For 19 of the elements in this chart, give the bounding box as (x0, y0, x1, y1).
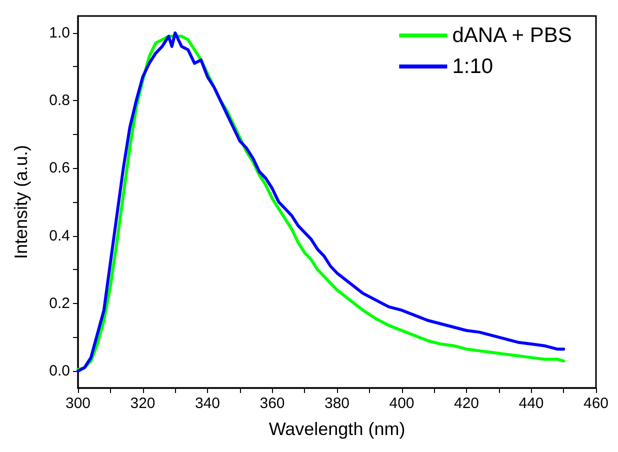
y-axis-title: Intensity (a.u.) (11, 144, 31, 260)
x-tick-label: 320 (130, 395, 156, 412)
y-tick-label: 0.0 (49, 362, 70, 380)
x-axis-title: Wavelength (nm) (268, 419, 406, 439)
x-tick-label: 400 (389, 395, 414, 412)
y-tick-label: 0.4 (49, 227, 70, 244)
y-tick-label: 1.0 (49, 24, 70, 42)
y-tick-label: 0.8 (49, 92, 70, 110)
x-tick-label: 420 (454, 395, 480, 412)
legend-label: 1:10 (452, 55, 494, 78)
y-tick-label: 0.2 (49, 294, 70, 312)
x-tick-label: 360 (260, 395, 285, 412)
x-tick-label: 300 (65, 395, 91, 412)
legend-label: dANA + PBS (452, 24, 572, 47)
x-tick-label: 440 (518, 395, 544, 412)
x-tick-label: 340 (194, 395, 220, 412)
x-tick-label: 380 (324, 395, 350, 412)
x-tick-label: 460 (583, 395, 609, 412)
y-tick-label: 0.6 (49, 160, 70, 177)
